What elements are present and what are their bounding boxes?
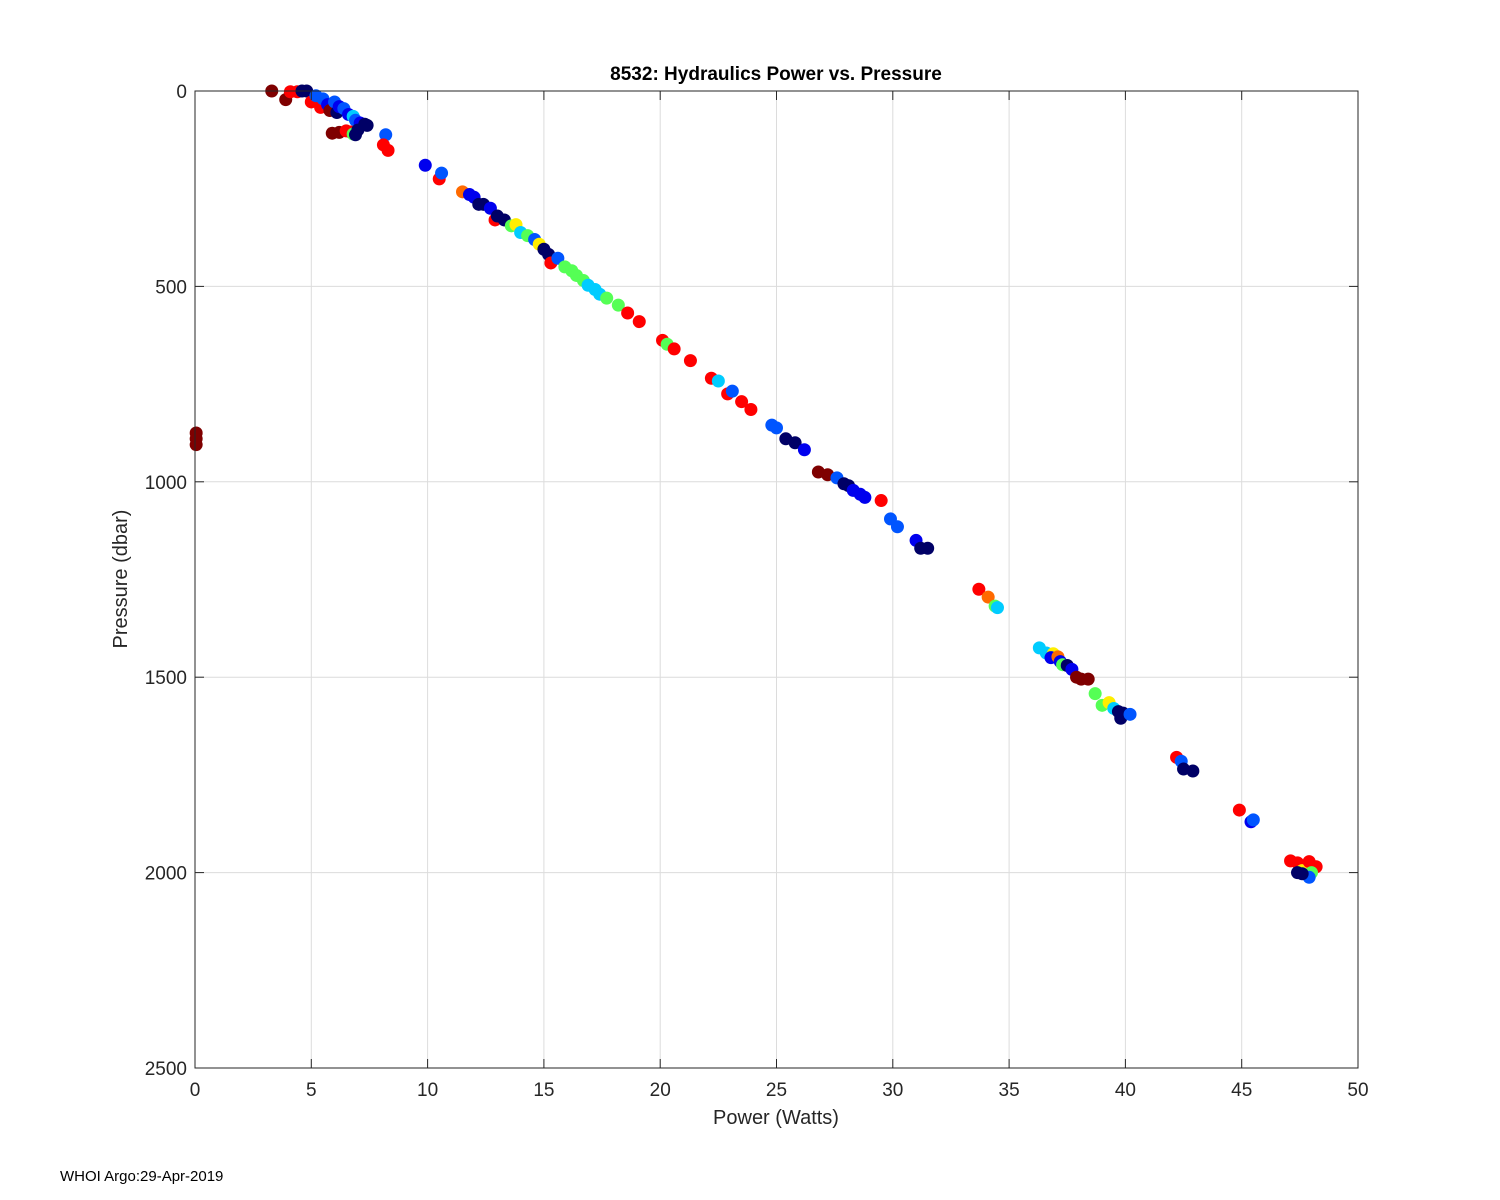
data-point [921, 541, 935, 555]
data-point [1291, 866, 1305, 880]
x-tick-label: 35 [999, 1080, 1020, 1101]
data-point [972, 582, 986, 596]
data-point [788, 436, 802, 450]
data-point [418, 158, 432, 172]
data-point [611, 298, 625, 312]
y-tick-label: 1000 [145, 473, 187, 494]
data-point [725, 384, 739, 398]
data-point [890, 520, 904, 534]
data-point [1081, 672, 1095, 686]
data-point [797, 443, 811, 457]
data-point [381, 143, 395, 157]
data-point [990, 601, 1004, 615]
data-point [711, 374, 725, 388]
y-tick-label: 1500 [145, 668, 187, 689]
chart-title: 8532: Hydraulics Power vs. Pressure [610, 64, 942, 85]
data-point [770, 421, 783, 435]
data-point [632, 315, 646, 329]
x-tick-label: 25 [766, 1080, 787, 1101]
scatter-points [189, 84, 1323, 884]
data-point [600, 291, 614, 305]
data-point [858, 490, 872, 504]
x-tick-label: 45 [1231, 1080, 1252, 1101]
data-point [189, 438, 203, 452]
data-point [981, 590, 995, 604]
x-tick-label: 50 [1347, 1080, 1368, 1101]
x-tick-label: 5 [306, 1080, 317, 1101]
data-point [621, 306, 635, 320]
y-tick-label: 0 [176, 82, 187, 103]
data-point [1232, 803, 1246, 817]
data-point [435, 166, 449, 180]
data-point [1246, 813, 1260, 827]
x-tick-label: 15 [533, 1080, 554, 1101]
y-tick-label: 2000 [145, 864, 187, 885]
data-point [667, 342, 681, 356]
x-tick-label: 30 [882, 1080, 903, 1101]
grid-lines [195, 91, 1358, 1068]
data-point [1186, 764, 1200, 778]
y-tick-label: 2500 [145, 1059, 187, 1080]
x-tick-label: 10 [417, 1080, 438, 1101]
data-point [379, 128, 393, 142]
data-point [551, 251, 565, 265]
x-tick-label: 20 [650, 1080, 671, 1101]
y-axis-label: Pressure (dbar) [110, 510, 132, 649]
y-tick-label: 500 [155, 277, 187, 298]
data-point [735, 395, 749, 409]
data-point [1123, 707, 1137, 721]
data-point [874, 494, 888, 508]
x-axis-label: Power (Watts) [713, 1107, 839, 1129]
x-tick-label: 0 [190, 1080, 201, 1101]
data-point [351, 123, 365, 137]
data-point [744, 403, 758, 417]
data-point [1088, 687, 1102, 701]
data-point [683, 354, 697, 368]
footer-credit: WHOI Argo:29-Apr-2019 [60, 1168, 224, 1185]
x-tick-label: 40 [1115, 1080, 1136, 1101]
